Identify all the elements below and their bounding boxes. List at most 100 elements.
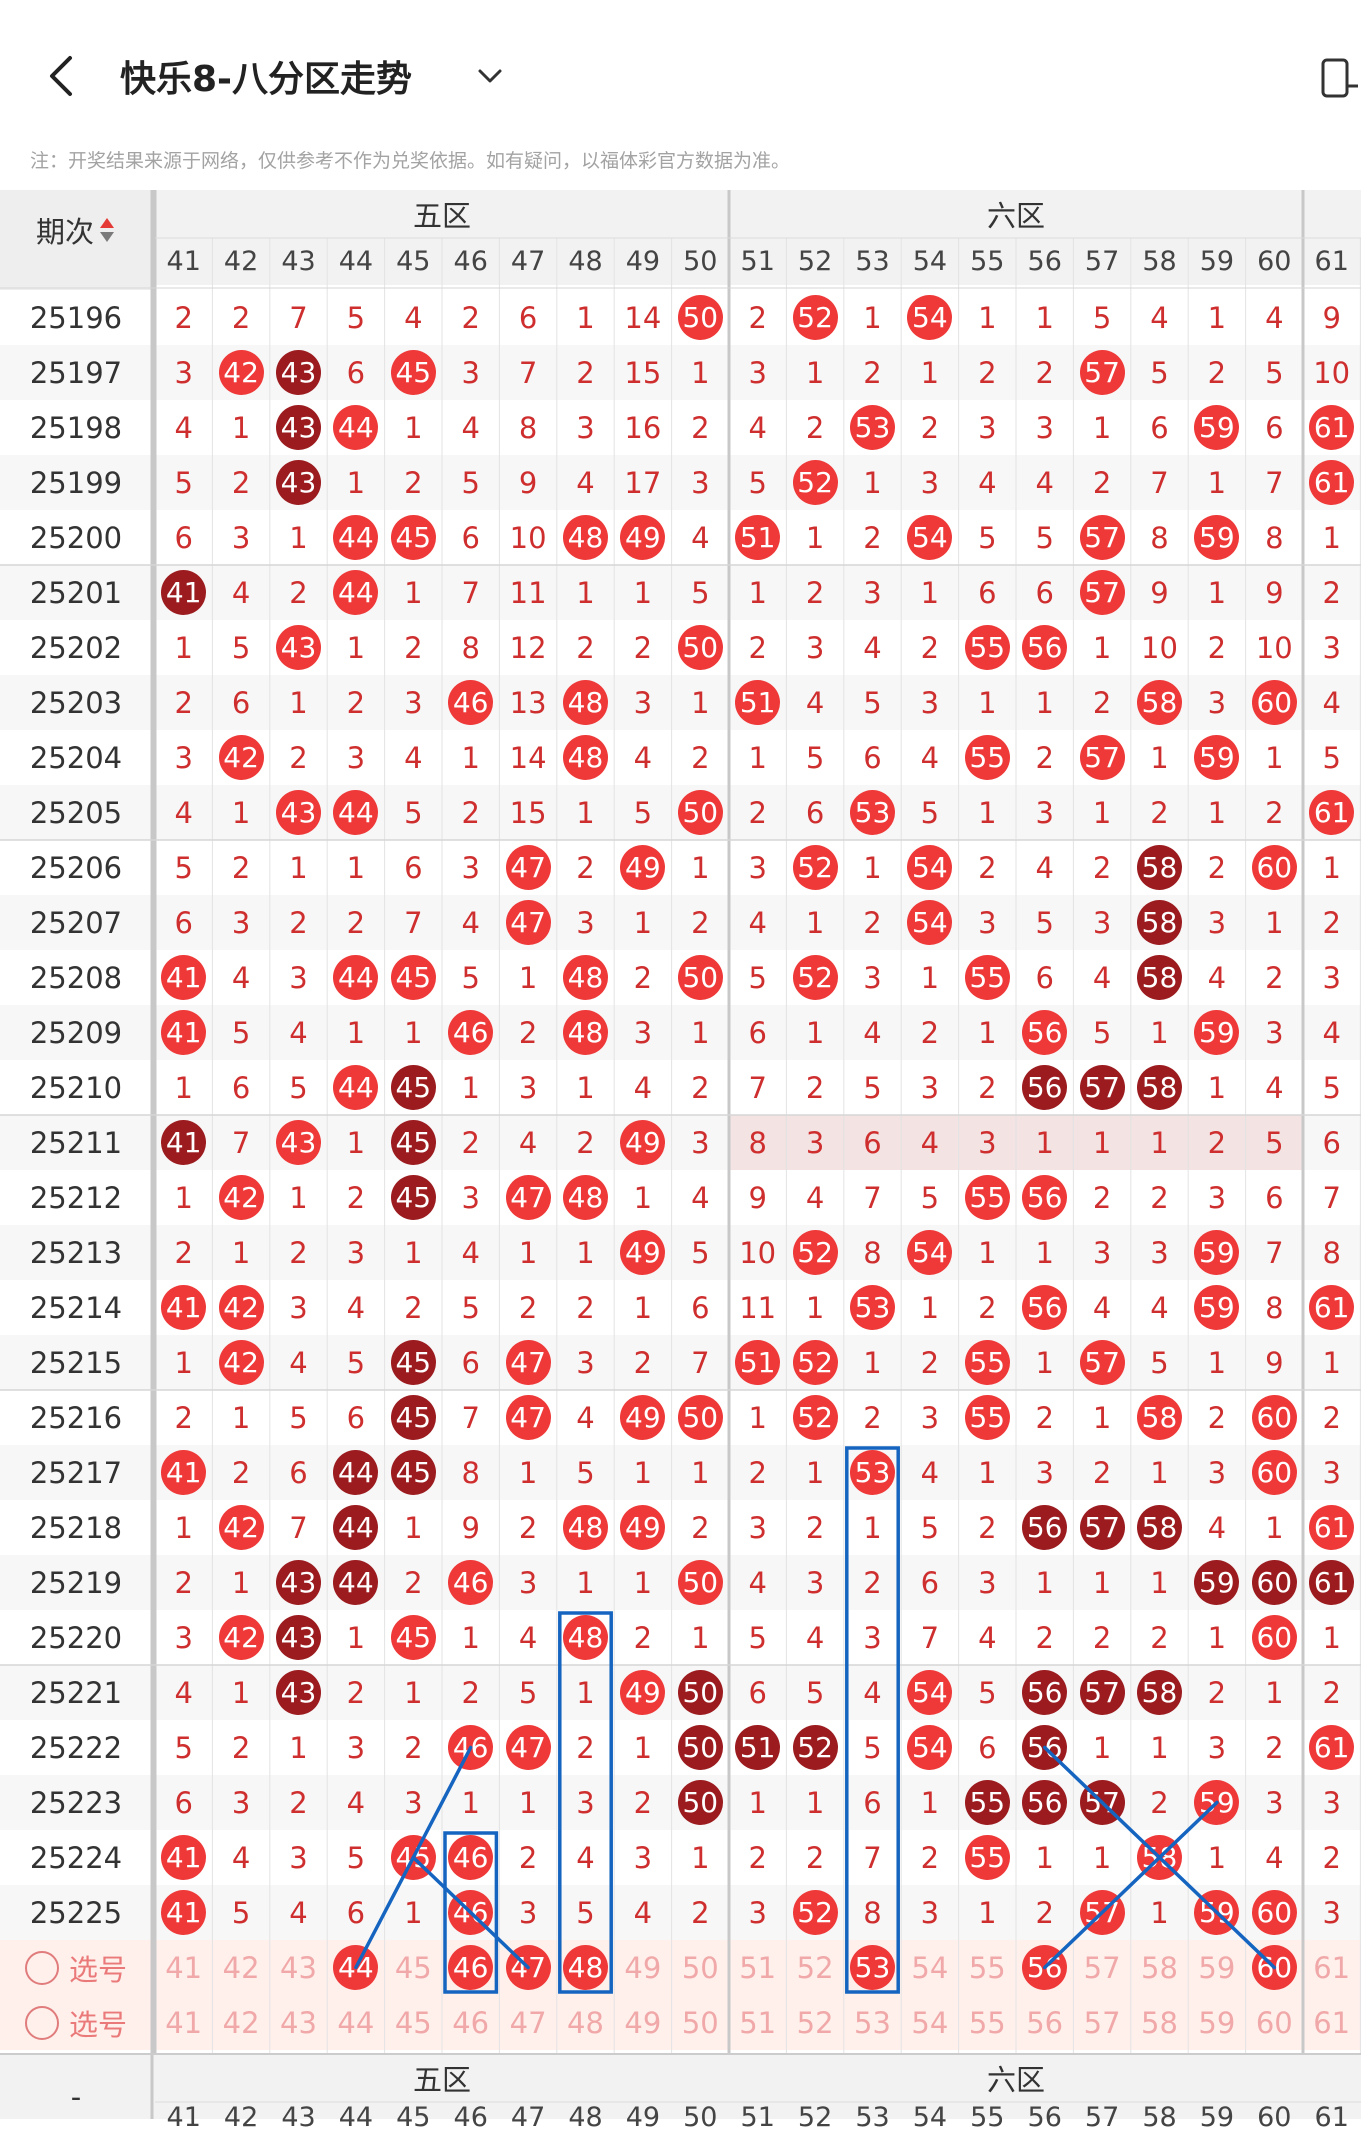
- radio-circle-icon[interactable]: [24, 2005, 59, 2040]
- miss-count: 4: [1150, 300, 1169, 335]
- selectable-number[interactable]: 61: [1313, 1950, 1351, 1985]
- selectable-number[interactable]: 55: [968, 2005, 1006, 2040]
- selectable-number[interactable]: 59: [1198, 1950, 1236, 1985]
- miss-count: 3: [461, 850, 480, 885]
- radio-circle-icon[interactable]: [24, 1950, 59, 1985]
- picked-ball[interactable]: 44: [333, 1945, 379, 1990]
- period-number: 25225: [29, 1895, 123, 1930]
- miss-count: 2: [289, 905, 308, 940]
- miss-count: 2: [576, 1290, 595, 1325]
- selectable-number[interactable]: 47: [509, 2005, 547, 2040]
- selectable-number[interactable]: 58: [1141, 2005, 1178, 2040]
- selectable-number[interactable]: 45: [394, 2005, 432, 2040]
- miss-count: 1: [576, 300, 595, 335]
- miss-count: 6: [231, 1070, 251, 1105]
- miss-count: 2: [1207, 1125, 1227, 1160]
- miss-count: 2: [461, 1125, 480, 1160]
- selectable-number[interactable]: 42: [222, 2005, 260, 2040]
- hit-ball: 50: [677, 1395, 723, 1440]
- hit-ball: 60: [1251, 1615, 1297, 1660]
- select-row-toggle[interactable]: 选号: [0, 1940, 152, 1995]
- drawn-ball: 45: [385, 1115, 442, 1170]
- selectable-number[interactable]: 51: [739, 1950, 777, 1985]
- hit-ball: 46: [448, 680, 494, 725]
- period-column-header[interactable]: 期次: [0, 200, 152, 260]
- picked-ball[interactable]: 56: [1022, 1945, 1068, 1990]
- drawn-ball: 61: [1303, 1720, 1360, 1775]
- selectable-number[interactable]: 61: [1313, 2005, 1351, 2040]
- picked-number[interactable]: 60: [1246, 1940, 1303, 1995]
- selectable-number[interactable]: 52: [796, 2005, 834, 2040]
- selectable-number[interactable]: 45: [394, 1950, 432, 1985]
- hit-ball: 61: [1309, 1725, 1355, 1770]
- drawn-ball: 49: [614, 1390, 671, 1445]
- sort-icon[interactable]: [98, 215, 116, 245]
- selectable-number[interactable]: 54: [911, 1950, 949, 1985]
- drawn-ball: 46: [442, 1720, 499, 1775]
- miss-count: 1: [920, 575, 940, 610]
- selectable-number[interactable]: 55: [968, 1950, 1006, 1985]
- consecutive-ball: 56: [1022, 1670, 1068, 1715]
- picked-number[interactable]: 44: [327, 1940, 384, 1995]
- picked-ball[interactable]: 48: [562, 1945, 608, 1990]
- selectable-number[interactable]: 43: [280, 2005, 317, 2040]
- picked-ball[interactable]: 47: [505, 1945, 551, 1990]
- miss-count: 3: [633, 1015, 653, 1050]
- picked-ball[interactable]: 46: [448, 1945, 494, 1990]
- hit-ball: 58: [1136, 1835, 1182, 1880]
- picked-number[interactable]: 47: [499, 1940, 556, 1995]
- picked-number[interactable]: 56: [1016, 1940, 1073, 1995]
- selectable-number[interactable]: 50: [681, 1950, 719, 1985]
- selectable-number[interactable]: 57: [1083, 1950, 1121, 1985]
- hit-ball: 60: [1251, 680, 1297, 725]
- picked-number[interactable]: 48: [557, 1940, 614, 1995]
- picked-number[interactable]: 46: [442, 1940, 499, 1995]
- disclaimer-notice: 注：开奖结果来源于网络，仅供参考不作为兑奖依据。如有疑问，以福体彩官方数据为准。: [30, 150, 791, 172]
- picked-ball[interactable]: 60: [1251, 1945, 1297, 1990]
- hit-ball: 42: [218, 1175, 264, 1220]
- selectable-number[interactable]: 51: [739, 2005, 777, 2040]
- drawn-ball: 49: [614, 1665, 671, 1720]
- hit-ball: 50: [677, 790, 723, 835]
- back-arrow-icon[interactable]: [42, 52, 82, 100]
- selectable-number[interactable]: 46: [452, 2005, 490, 2040]
- selectable-number[interactable]: 49: [624, 1950, 662, 1985]
- selectable-number[interactable]: 50: [681, 2005, 719, 2040]
- selectable-number[interactable]: 57: [1083, 2005, 1121, 2040]
- hit-ball: 51: [735, 1340, 781, 1385]
- selectable-number[interactable]: 58: [1141, 1950, 1178, 1985]
- miss-count: 3: [805, 1125, 825, 1160]
- miss-count: 5: [461, 465, 480, 500]
- picked-ball[interactable]: 53: [849, 1945, 895, 1990]
- selectable-number[interactable]: 53: [854, 2005, 891, 2040]
- selectable-number[interactable]: 43: [280, 1950, 317, 1985]
- selectable-number[interactable]: 48: [567, 2005, 604, 2040]
- selectable-number[interactable]: 44: [337, 2005, 375, 2040]
- drawn-ball: 46: [442, 1555, 499, 1610]
- selectable-number[interactable]: 52: [796, 1950, 834, 1985]
- miss-count: 1: [346, 1015, 366, 1050]
- select-row-toggle[interactable]: 选号: [0, 1995, 152, 2050]
- miss-count: 2: [404, 1565, 423, 1600]
- selectable-number[interactable]: 41: [165, 1950, 203, 1985]
- selectable-number[interactable]: 41: [165, 2005, 203, 2040]
- miss-count: 4: [404, 300, 423, 335]
- selectable-number[interactable]: 59: [1198, 2005, 1236, 2040]
- chevron-down-icon[interactable]: [472, 58, 508, 94]
- selectable-number[interactable]: 42: [222, 1950, 260, 1985]
- miss-count: 6: [346, 355, 366, 390]
- selectable-number[interactable]: 54: [911, 2005, 949, 2040]
- miss-count: 5: [1035, 905, 1054, 940]
- footer-column-number: 54: [912, 2102, 948, 2133]
- selectable-number[interactable]: 56: [1026, 2005, 1064, 2040]
- miss-count: 7: [461, 1400, 480, 1435]
- picked-number[interactable]: 53: [844, 1940, 901, 1995]
- screen-rotate-icon[interactable]: [1318, 56, 1358, 100]
- miss-count: 10: [1255, 630, 1293, 665]
- consecutive-ball: 55: [964, 1780, 1010, 1825]
- selectable-number[interactable]: 49: [624, 2005, 662, 2040]
- miss-count: 1: [1207, 465, 1227, 500]
- miss-count: 5: [1322, 1070, 1341, 1105]
- miss-count: 5: [748, 960, 767, 995]
- selectable-number[interactable]: 60: [1255, 2005, 1293, 2040]
